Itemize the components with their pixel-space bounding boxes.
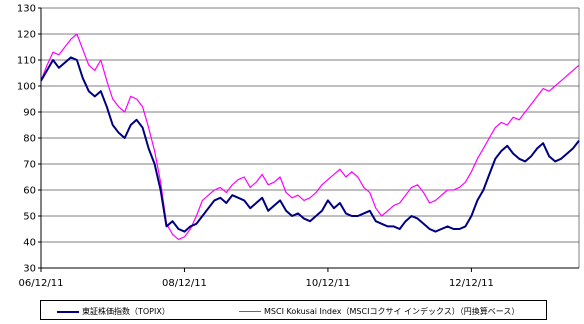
grid-lines (41, 7, 579, 243)
legend: 東証株価指数（TOPIX） MSCI Kokusai Index（MSCIコクサ… (40, 300, 547, 320)
y-tick-label-50: 50 (23, 212, 36, 223)
axes: 30 40 50 60 70 80 90 100 110 120 130 06/12/11 08/12/… (17, 4, 580, 289)
legend-label-topix: 東証株価指数（TOPIX） (82, 307, 170, 316)
series-line-msci-kokusai (40, 33, 580, 240)
y-tick-label-120: 120 (17, 30, 36, 41)
y-tick-label-70: 70 (23, 160, 36, 171)
y-tick-label-110: 110 (17, 56, 36, 67)
y-tick-label-130: 130 (17, 4, 36, 15)
series-line-topix (40, 56, 580, 233)
x-tick-label-2: 10/12/11 (305, 278, 350, 289)
y-tick-label-80: 80 (23, 134, 36, 145)
y-tick-label-100: 100 (17, 82, 36, 93)
y-tick-label-30: 30 (23, 264, 36, 275)
y-tick-label-90: 90 (23, 108, 36, 119)
legend-swatch-topix (57, 310, 79, 313)
legend-item-topix: 東証株価指数（TOPIX） (57, 306, 170, 317)
series-layer (40, 33, 580, 240)
y-tick-label-40: 40 (23, 238, 36, 249)
y-tick-label-60: 60 (23, 186, 36, 197)
x-tick-label-0: 06/12/11 (19, 278, 64, 289)
x-tick-label-3: 12/12/11 (449, 278, 494, 289)
legend-label-msci-kokusai: MSCI Kokusai Index（MSCIコクサイ インデックス）（円換算ベ… (264, 307, 520, 316)
legend-swatch-msci-kokusai (239, 311, 261, 312)
x-tick-label-1: 08/12/11 (162, 278, 207, 289)
legend-item-msci-kokusai: MSCI Kokusai Index（MSCIコクサイ インデックス）（円換算ベ… (239, 306, 519, 317)
